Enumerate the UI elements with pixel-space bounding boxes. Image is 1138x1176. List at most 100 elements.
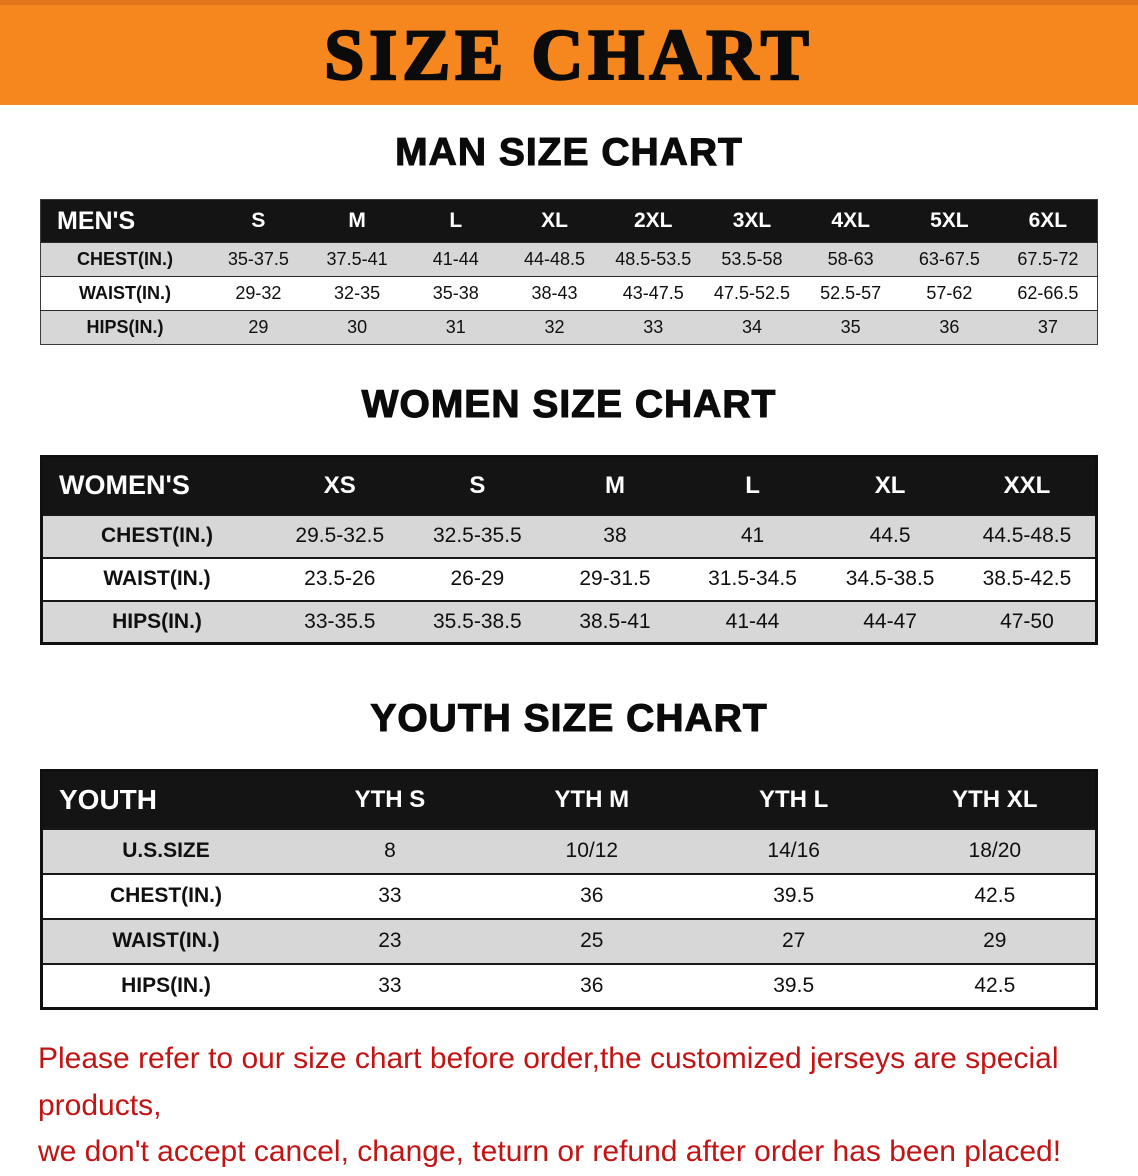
table-cell: 29.5-32.5 xyxy=(295,524,385,547)
table-cell: 41-44 xyxy=(725,609,780,633)
row-label-cell: HIPS(IN.) xyxy=(121,973,211,997)
size-col-header: 5XL xyxy=(930,209,969,232)
table-cell: 25 xyxy=(580,929,604,952)
size-col-header: XL xyxy=(874,471,906,499)
women-size-table: WOMEN'S XS S M L XL XXL CHEST(IN.) 29.5-… xyxy=(40,455,1098,645)
women-section: WOMEN SIZE CHART WOMEN'S XS S M L XL XXL… xyxy=(0,345,1138,645)
footer-notice: Please refer to our size chart before or… xyxy=(38,1036,1100,1176)
table-cell: 31.5-34.5 xyxy=(708,567,797,590)
table-cell: 39.5 xyxy=(773,973,815,997)
men-section: MAN SIZE CHART MEN'S S M L XL 2XL 3XL 4X… xyxy=(0,105,1138,345)
banner: SIZE CHART xyxy=(0,0,1138,105)
table-row: CHEST(IN.) 33 36 39.5 42.5 xyxy=(41,873,1097,919)
table-cell: 23 xyxy=(378,929,402,952)
table-cell: 32-35 xyxy=(334,283,381,303)
table-cell: 44-48.5 xyxy=(523,249,586,269)
size-col-header: YTH M xyxy=(554,785,630,813)
table-cell: 42.5 xyxy=(974,973,1016,997)
size-col-header: 3XL xyxy=(732,209,772,232)
men-table-title: MEN'S xyxy=(57,206,136,235)
table-cell: 57-62 xyxy=(926,283,973,303)
table-cell: 32 xyxy=(544,317,565,337)
table-cell: 27 xyxy=(782,929,806,952)
table-cell: 53.5-58 xyxy=(721,249,783,269)
table-cell: 44.5-48.5 xyxy=(982,524,1072,547)
table-cell: 52.5-57 xyxy=(820,283,882,303)
size-col-header: XS xyxy=(323,471,356,499)
men-size-table: MEN'S S M L XL 2XL 3XL 4XL 5XL 6XL CHEST… xyxy=(40,199,1098,345)
table-cell: 33-35.5 xyxy=(304,609,376,633)
youth-size-table: YOUTH YTH S YTH M YTH L YTH XL U.S.SIZE … xyxy=(40,769,1098,1010)
table-cell: 38 xyxy=(603,524,627,547)
youth-section: YOUTH SIZE CHART YOUTH YTH S YTH M YTH L… xyxy=(0,645,1138,1010)
table-cell: 33 xyxy=(378,973,402,997)
size-col-header: XL xyxy=(541,209,568,232)
youth-header-row: YOUTH YTH S YTH M YTH L YTH XL xyxy=(41,770,1097,829)
women-header-row: WOMEN'S XS S M L XL XXL xyxy=(41,456,1097,515)
page-title: SIZE CHART xyxy=(323,15,814,95)
row-label-cell: CHEST(IN.) xyxy=(110,884,222,907)
table-cell: 42.5 xyxy=(974,884,1016,907)
notice-line-1: Please refer to our size chart before or… xyxy=(38,1042,1059,1122)
table-row: WAIST(IN.) 29-32 32-35 35-38 38-43 43-47… xyxy=(40,276,1098,311)
table-cell: 33 xyxy=(378,884,402,907)
size-col-header: YTH XL xyxy=(952,785,1038,813)
table-cell: 63-67.5 xyxy=(918,249,980,269)
notice-line-2: we don't accept cancel, change, teturn o… xyxy=(38,1135,1062,1168)
table-cell: 30 xyxy=(347,317,368,337)
table-cell: 43-47.5 xyxy=(622,283,684,303)
table-cell: 18/20 xyxy=(968,839,1022,862)
table-cell: 10/12 xyxy=(565,839,619,862)
table-cell: 41-44 xyxy=(432,249,479,269)
table-row: U.S.SIZE 8 10/12 14/16 18/20 xyxy=(41,828,1097,874)
table-row: WAIST(IN.) 23.5-26 26-29 29-31.5 31.5-34… xyxy=(41,557,1097,601)
table-row: HIPS(IN.) 29 30 31 32 33 34 35 36 37 xyxy=(40,310,1098,345)
table-cell: 58-63 xyxy=(827,249,874,269)
table-cell: 8 xyxy=(384,839,396,862)
men-section-heading: MAN SIZE CHART xyxy=(395,130,743,174)
size-col-header: 6XL xyxy=(1028,209,1068,232)
table-cell: 35-37.5 xyxy=(227,249,289,269)
table-cell: 38.5-41 xyxy=(579,609,651,633)
table-cell: 36 xyxy=(580,884,604,907)
size-col-header: S xyxy=(469,471,486,499)
table-cell: 29-31.5 xyxy=(579,567,651,590)
table-cell: 39.5 xyxy=(773,884,815,907)
size-col-header: L xyxy=(745,471,760,499)
table-row: CHEST(IN.) 29.5-32.5 32.5-35.5 38 41 44.… xyxy=(41,514,1097,558)
table-cell: 37.5-41 xyxy=(326,249,388,269)
row-label-cell: WAIST(IN.) xyxy=(103,567,211,590)
size-col-header: 2XL xyxy=(633,209,673,232)
size-col-header: M xyxy=(348,209,366,232)
row-label-cell: HIPS(IN.) xyxy=(112,609,202,633)
table-cell: 41 xyxy=(740,524,765,547)
table-cell: 48.5-53.5 xyxy=(615,249,692,269)
table-cell: 44.5 xyxy=(869,524,911,547)
table-cell: 35.5-38.5 xyxy=(432,609,522,633)
table-cell: 67.5-72 xyxy=(1017,249,1079,269)
table-cell: 29 xyxy=(983,929,1007,952)
size-col-header: YTH L xyxy=(759,785,829,813)
size-col-header: YTH S xyxy=(354,785,426,813)
women-section-heading: WOMEN SIZE CHART xyxy=(361,382,777,426)
table-cell: 34 xyxy=(741,317,762,337)
table-row: WAIST(IN.) 23 25 27 29 xyxy=(41,918,1097,964)
table-row: CHEST(IN.) 35-37.5 37.5-41 41-44 44-48.5… xyxy=(40,242,1098,277)
table-cell: 31 xyxy=(445,317,466,337)
table-cell: 62-66.5 xyxy=(1017,283,1079,303)
table-cell: 29 xyxy=(248,317,269,337)
row-label-cell: WAIST(IN.) xyxy=(112,929,220,952)
table-cell: 35 xyxy=(840,317,861,337)
table-cell: 47-50 xyxy=(1000,609,1054,633)
table-cell: 29-32 xyxy=(235,283,282,303)
table-cell: 35-38 xyxy=(432,283,479,303)
table-cell: 38-43 xyxy=(531,283,578,303)
row-label-cell: U.S.SIZE xyxy=(122,839,210,862)
row-label-cell: HIPS(IN.) xyxy=(86,317,164,337)
table-cell: 14/16 xyxy=(767,839,820,862)
size-col-header: L xyxy=(449,209,463,232)
table-cell: 36 xyxy=(580,973,604,997)
table-row: HIPS(IN.) 33-35.5 35.5-38.5 38.5-41 41-4… xyxy=(41,600,1097,644)
youth-section-heading: YOUTH SIZE CHART xyxy=(370,696,768,740)
